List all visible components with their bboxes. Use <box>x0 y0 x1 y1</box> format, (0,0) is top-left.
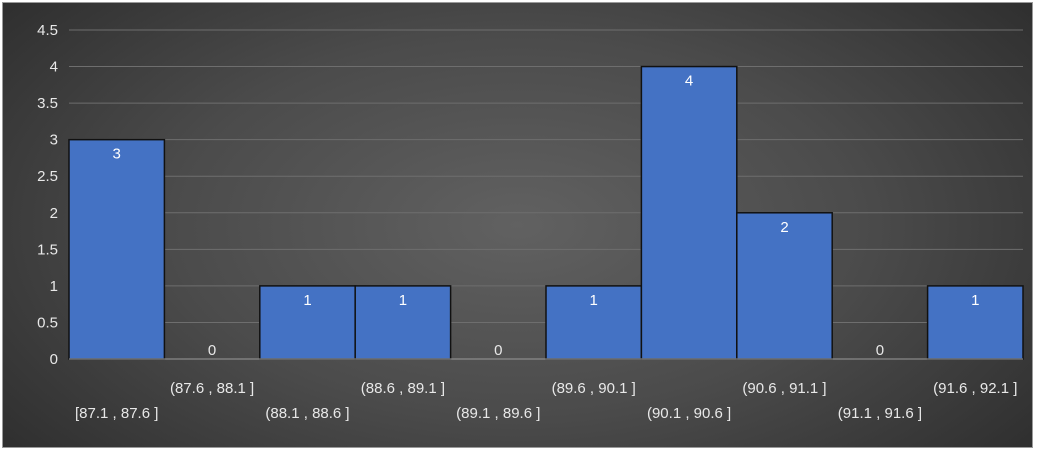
x-tick-label: (88.6 , 89.1 ] <box>361 380 445 397</box>
x-tick-label: (89.6 , 90.1 ] <box>552 380 636 397</box>
y-tick-label: 4.5 <box>37 22 58 39</box>
data-label: 2 <box>780 219 788 236</box>
gridlines <box>69 29 1023 323</box>
x-tick-label: (91.6 , 92.1 ] <box>933 380 1017 397</box>
x-tick-label: (87.6 , 88.1 ] <box>170 380 254 397</box>
x-tick-label: (89.1 , 89.6 ] <box>456 405 540 422</box>
data-label: 0 <box>876 342 884 359</box>
y-tick-label: 1.5 <box>37 241 58 258</box>
x-axis: [87.1 , 87.6 ] (87.6 , 88.1 ] (88.1 , 88.6… <box>69 358 1023 422</box>
data-label: 4 <box>685 73 693 90</box>
y-tick-label: 1 <box>50 278 58 295</box>
y-tick-label: 0.5 <box>37 314 58 331</box>
bar <box>736 212 833 360</box>
data-label: 3 <box>113 146 121 163</box>
x-tick-label: (90.6 , 91.1 ] <box>742 380 826 397</box>
data-label: 1 <box>399 292 407 309</box>
y-tick-label: 2.5 <box>37 168 58 185</box>
y-tick-label: 4 <box>50 59 58 76</box>
y-tick-label: 2 <box>50 205 58 222</box>
y-tick-label: 3.5 <box>37 95 58 112</box>
y-axis: 0 0.5 1 1.5 2 2.5 3 3.5 4 4.5 <box>37 22 58 368</box>
y-tick-label: 0 <box>50 351 58 368</box>
data-label: 0 <box>494 342 502 359</box>
bar <box>640 65 738 360</box>
x-tick-label: [87.1 , 87.6 ] <box>75 405 158 422</box>
data-labels: 3 0 1 1 0 1 4 2 0 1 <box>113 73 980 359</box>
bar <box>68 138 166 360</box>
x-tick-label: (91.1 , 91.6 ] <box>838 405 922 422</box>
bars <box>68 65 1024 360</box>
data-label: 1 <box>590 292 598 309</box>
data-label: 0 <box>208 342 216 359</box>
x-tick-label: (88.1 , 88.6 ] <box>265 405 349 422</box>
data-label: 1 <box>303 292 311 309</box>
x-tick-label: (90.1 , 90.6 ] <box>647 405 731 422</box>
y-tick-label: 3 <box>50 132 58 149</box>
data-label: 1 <box>971 292 979 309</box>
bar <box>926 285 1024 360</box>
